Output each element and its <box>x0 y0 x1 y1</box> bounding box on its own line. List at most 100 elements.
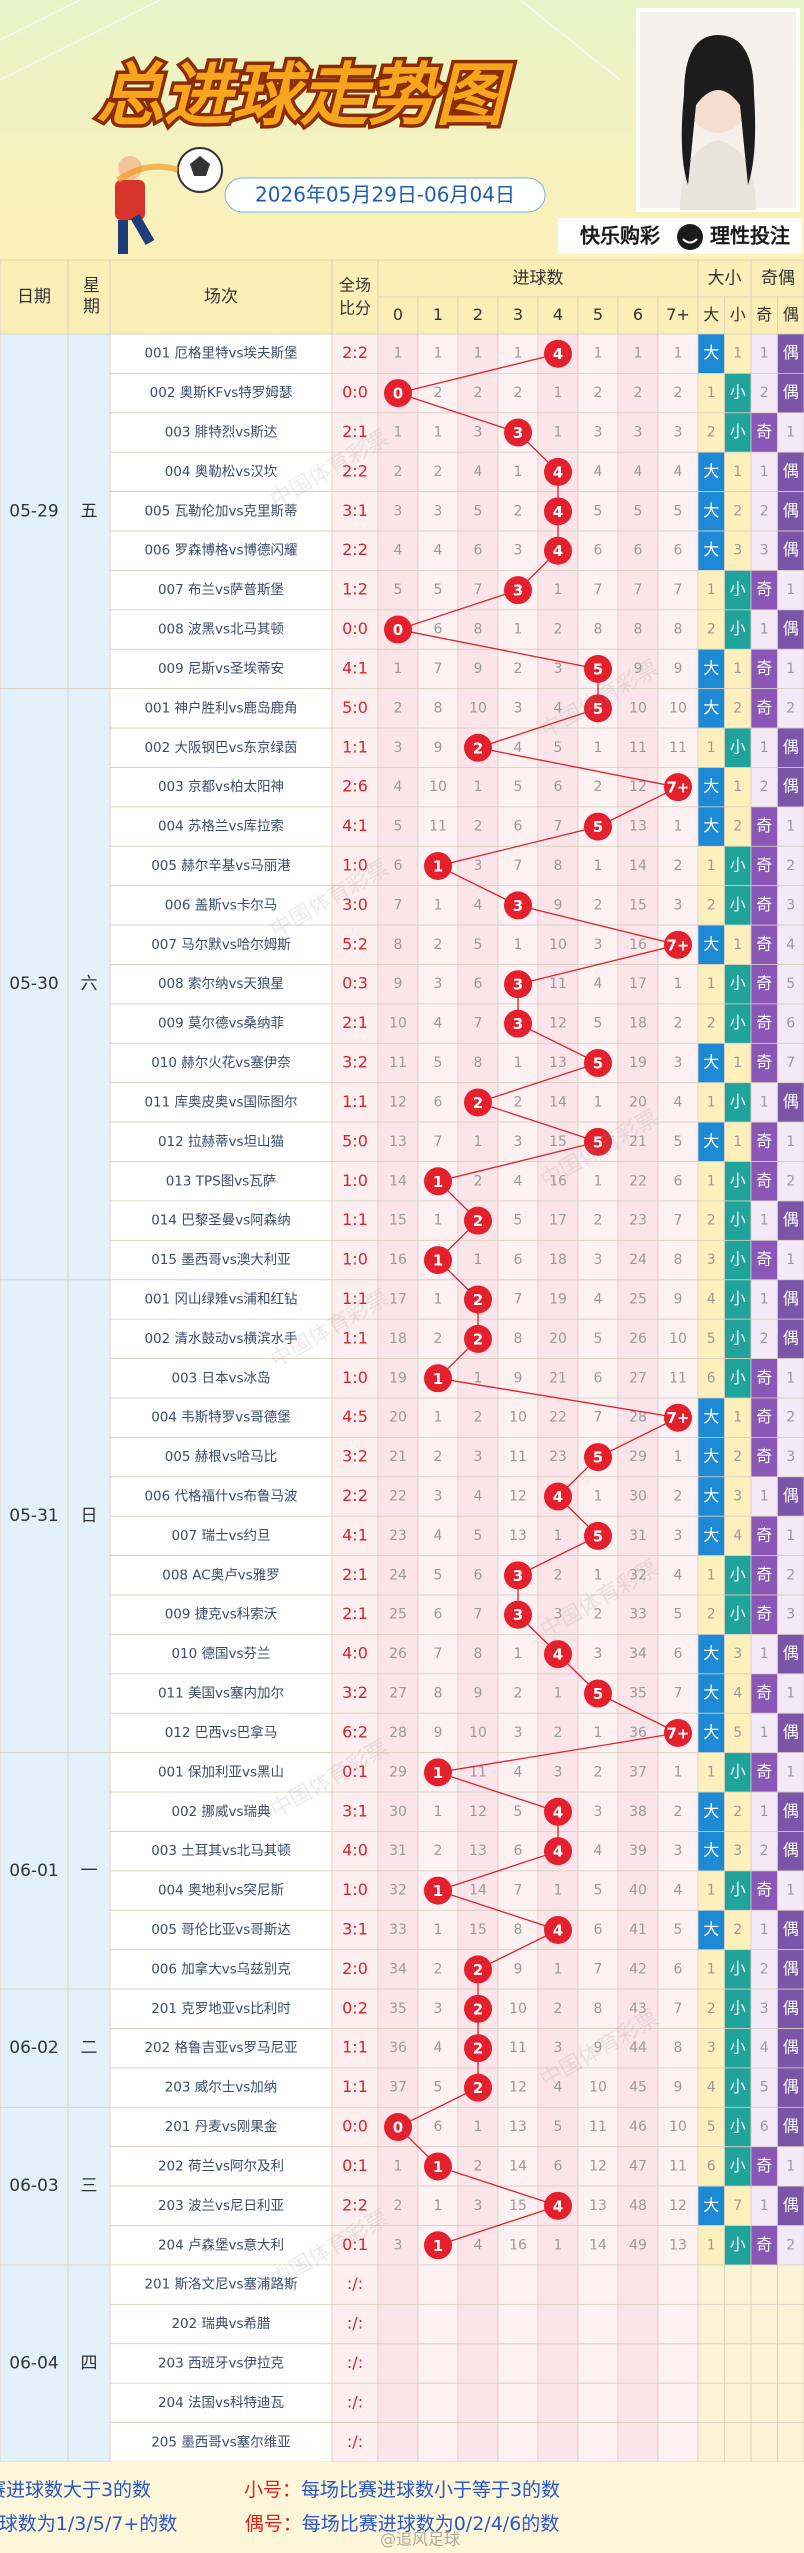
size-count: 2 <box>733 1449 742 1465</box>
omission-count: 15 <box>469 1922 487 1938</box>
omission-count: 25 <box>389 1607 407 1623</box>
size-count: 2 <box>707 1016 716 1032</box>
legend-text: 每场比赛进球数大于3的数 <box>0 2479 151 2501</box>
score: 2:0 <box>342 1959 368 1978</box>
omission-count: 8 <box>594 622 603 638</box>
size-count: 1 <box>733 1410 742 1426</box>
parity-count: 2 <box>786 858 795 874</box>
parity-hit: 偶 <box>783 1092 799 1111</box>
goal-column-label: 6 <box>633 305 643 324</box>
goal-hit-label: 0 <box>393 621 403 639</box>
omission-count: 1 <box>434 1213 443 1229</box>
match: 001 神户胜利vs鹿岛鹿角 <box>144 699 297 716</box>
size-count: 3 <box>733 543 742 559</box>
goal-cell <box>458 2383 498 2422</box>
size-hit: 大 <box>703 1841 719 1860</box>
omission-count: 48 <box>629 2198 647 2214</box>
omission-count: 1 <box>594 740 603 756</box>
omission-count: 26 <box>629 1331 647 1347</box>
omission-count: 6 <box>674 543 683 559</box>
size-count: 3 <box>707 1252 716 1268</box>
omission-count: 6 <box>634 543 643 559</box>
omission-count: 3 <box>554 661 563 677</box>
size-count: 1 <box>733 937 742 953</box>
omission-count: 9 <box>514 1370 523 1386</box>
match: 012 巴西vs巴拿马 <box>165 1724 278 1741</box>
match: 008 AC奥卢vs雅罗 <box>162 1566 280 1583</box>
size-count: 2 <box>707 1607 716 1623</box>
parity-hit: 奇 <box>756 1013 772 1032</box>
omission-count: 2 <box>514 661 523 677</box>
omission-count: 7 <box>474 1016 483 1032</box>
parity-hit: 偶 <box>783 1959 799 1978</box>
size-count: 1 <box>733 661 742 677</box>
parity-count: 5 <box>786 976 795 992</box>
omission-count: 2 <box>634 385 643 401</box>
match: 004 韦斯特罗vs哥德堡 <box>151 1410 291 1426</box>
match: 008 波黑vs北马其顿 <box>158 622 284 638</box>
size-count: 3 <box>707 2040 716 2056</box>
goal-hit-label: 1 <box>433 2158 443 2176</box>
parity-count: 1 <box>786 1686 795 1702</box>
omission-count: 4 <box>474 2237 483 2253</box>
goal-cell <box>538 2423 578 2462</box>
omission-count: 9 <box>434 740 443 756</box>
omission-count: 34 <box>629 1646 647 1662</box>
omission-count: 1 <box>554 2237 563 2253</box>
omission-count: 6 <box>514 1843 523 1859</box>
parity-hit: 奇 <box>756 2156 772 2175</box>
omission-count: 33 <box>389 1922 407 1938</box>
size-hit: 小 <box>730 2038 746 2057</box>
omission-count: 11 <box>389 1055 407 1071</box>
parity-count: 1 <box>786 1370 795 1386</box>
size-hit: 大 <box>703 1131 719 1150</box>
size-hit: 小 <box>730 1762 746 1781</box>
omission-count: 1 <box>514 622 523 638</box>
parity-hit: 奇 <box>756 2235 772 2254</box>
omission-count: 31 <box>389 1843 407 1859</box>
parity-count: 1 <box>760 622 769 638</box>
goal-cell <box>578 2304 618 2343</box>
omission-count: 11 <box>549 976 567 992</box>
score: 4:1 <box>342 1525 368 1544</box>
match: 009 捷克vs科索沃 <box>165 1607 278 1623</box>
omission-count: 8 <box>474 622 483 638</box>
goal-cell <box>658 2383 698 2422</box>
omission-count: 1 <box>594 1094 603 1110</box>
omission-count: 3 <box>674 425 683 441</box>
omission-count: 1 <box>394 661 403 677</box>
goal-column-label: 4 <box>553 305 563 324</box>
omission-count: 3 <box>594 425 603 441</box>
omission-count: 1 <box>594 1725 603 1741</box>
credit: @追风足球 <box>380 2530 460 2549</box>
omission-count: 5 <box>434 2080 443 2096</box>
omission-count: 2 <box>674 1489 683 1505</box>
omission-count: 7 <box>594 1410 603 1426</box>
parity-count: 1 <box>760 740 769 756</box>
side-column-label: 偶 <box>783 305 799 324</box>
omission-count: 4 <box>514 1764 523 1780</box>
goal-cell <box>538 2344 578 2383</box>
date: 06-03 <box>9 2176 58 2196</box>
omission-count: 9 <box>514 1961 523 1977</box>
match: 007 马尔默vs哈尔姆斯 <box>151 937 291 953</box>
parity-hit: 偶 <box>783 343 799 362</box>
omission-count: 1 <box>514 1055 523 1071</box>
goal-hit-label: 4 <box>553 503 563 521</box>
score: 4:0 <box>342 1644 368 1663</box>
omission-count: 6 <box>434 2119 443 2135</box>
omission-count: 23 <box>549 1449 567 1465</box>
omission-count: 12 <box>469 1804 487 1820</box>
omission-count: 7 <box>514 858 523 874</box>
parity-count: 1 <box>760 1489 769 1505</box>
size-count: 1 <box>707 582 716 598</box>
score: 3:1 <box>342 501 368 520</box>
side-cell <box>698 2344 725 2383</box>
omission-count: 5 <box>514 779 523 795</box>
omission-count: 29 <box>389 1764 407 1780</box>
parity-hit: 奇 <box>756 422 772 441</box>
goal-hit-label: 7+ <box>666 1724 689 1742</box>
omission-count: 13 <box>549 1055 567 1071</box>
size-hit: 小 <box>730 2235 746 2254</box>
size-hit: 大 <box>703 1644 719 1663</box>
